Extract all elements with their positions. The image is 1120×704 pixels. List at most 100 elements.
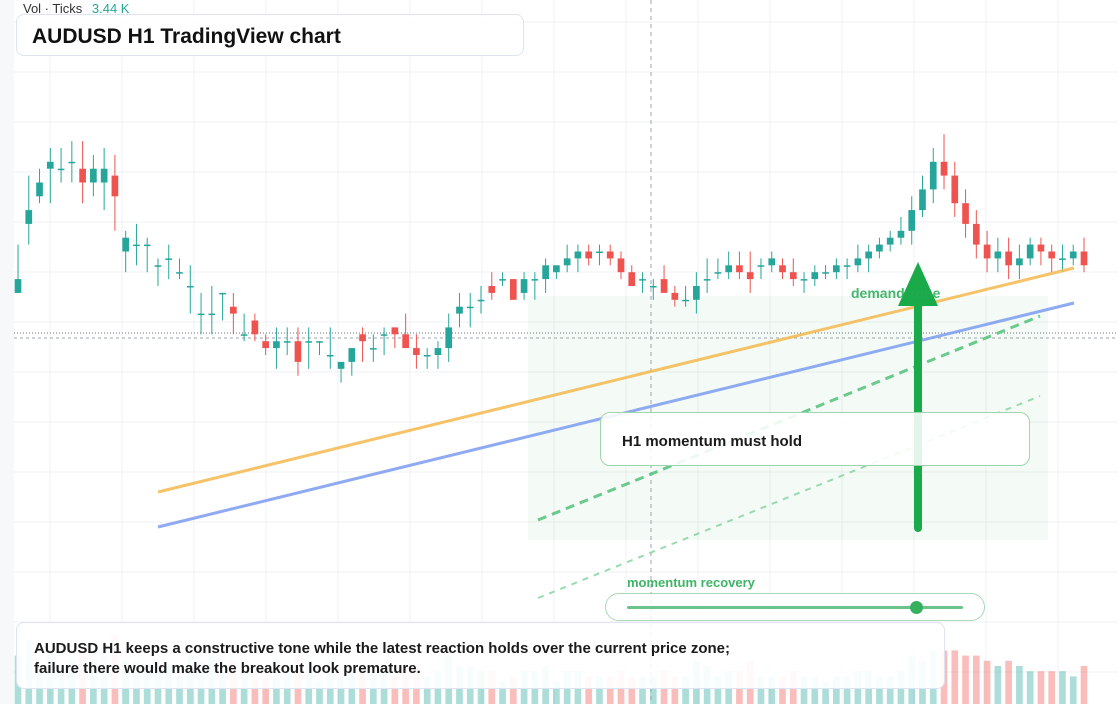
candle-body	[919, 189, 926, 211]
candle-body	[14, 279, 22, 293]
candle-body	[854, 258, 862, 266]
candle-body	[380, 334, 388, 336]
candle-body	[423, 355, 431, 357]
volume-bar	[779, 676, 786, 704]
momentum-slider[interactable]	[605, 593, 985, 621]
candle-body	[822, 272, 829, 274]
candle-body	[488, 286, 496, 293]
candle-body	[994, 251, 1002, 259]
volume-bar	[176, 676, 183, 704]
volume-bar	[649, 676, 657, 704]
momentum-slider-thumb[interactable]	[909, 601, 923, 614]
candle-body	[391, 327, 399, 335]
volume-bar	[671, 676, 679, 704]
candle-body	[197, 313, 205, 316]
volume-label: Vol · Ticks	[23, 1, 83, 16]
candle-body	[660, 279, 668, 293]
demand-zone-label: demand zone	[851, 285, 941, 301]
candle-body	[865, 251, 872, 259]
volume-bar	[1037, 671, 1045, 704]
candle-body	[876, 244, 883, 252]
candle-body	[585, 251, 593, 259]
volume-bar	[822, 681, 829, 704]
candle-body	[251, 320, 259, 335]
candle-body	[230, 306, 237, 314]
candle-body	[693, 286, 700, 300]
callout-text: H1 momentum must hold	[622, 433, 803, 450]
candle-body	[25, 210, 33, 224]
volume-bar	[682, 676, 689, 704]
candle-body	[1016, 258, 1023, 266]
candle-body	[628, 272, 636, 286]
candle-body	[326, 355, 334, 357]
candle-body	[219, 292, 226, 295]
candle-body	[940, 161, 948, 176]
volume-bar	[1026, 671, 1034, 704]
candle-body	[843, 265, 851, 267]
candle-body	[46, 161, 54, 169]
candle-body	[757, 265, 765, 267]
candle-body	[617, 258, 625, 273]
volume-bar	[951, 650, 959, 704]
candle-body	[596, 251, 603, 253]
candle-body	[972, 223, 980, 245]
candle-body	[951, 175, 959, 204]
candle-body	[768, 258, 776, 266]
candle-body	[359, 334, 366, 342]
candle-body	[133, 244, 140, 247]
candle-body	[90, 168, 97, 183]
candle-body	[273, 341, 280, 349]
candle-body	[606, 251, 614, 259]
volume-bar	[886, 676, 894, 704]
candle-body	[294, 341, 302, 362]
candle-body	[499, 279, 506, 281]
candle-body	[1080, 251, 1088, 266]
volume-bar	[876, 676, 883, 704]
volume-bar	[423, 676, 431, 704]
candle-body	[714, 272, 722, 274]
analysis-note-panel: AUDUSD H1 keeps a constructive tone whil…	[16, 622, 945, 689]
volume-bar	[1059, 671, 1066, 704]
candle-body	[962, 203, 969, 224]
candle-body	[111, 175, 119, 197]
candle-body	[208, 313, 216, 316]
volume-value: 3.44 K	[91, 1, 130, 16]
candle-body	[531, 279, 539, 281]
candle-body	[725, 265, 733, 273]
candle-body	[574, 251, 582, 259]
candle-body	[779, 265, 786, 273]
candle-body	[1059, 258, 1066, 260]
candle-body	[1026, 244, 1034, 259]
volume-bar	[1080, 666, 1088, 704]
candle-body	[348, 348, 356, 362]
volume-bar	[800, 676, 808, 704]
candle-body	[176, 272, 183, 274]
volume-bar	[1016, 666, 1023, 704]
volume-bar	[972, 655, 980, 704]
candle-body	[122, 237, 130, 252]
candle-body	[746, 272, 754, 280]
candle-body	[736, 265, 743, 273]
candle-body	[639, 279, 646, 281]
volume-bar	[499, 681, 506, 704]
candle-body	[1005, 251, 1012, 266]
volume-bar	[983, 660, 991, 704]
candle-body	[703, 279, 711, 281]
candle-body	[811, 272, 819, 280]
candle-body	[434, 348, 442, 355]
momentum-slider-track[interactable]	[627, 606, 963, 609]
candle-body	[262, 341, 269, 349]
candle-body	[563, 258, 571, 266]
candle-body	[1037, 244, 1045, 252]
candle-body	[165, 258, 173, 260]
candle-body	[929, 161, 937, 190]
candle-body	[186, 286, 194, 288]
candle-body	[477, 299, 485, 302]
candle-body	[369, 348, 377, 350]
candle-body	[897, 230, 905, 238]
candle-body	[1048, 251, 1056, 259]
volume-bar	[714, 676, 722, 704]
momentum-callout: H1 momentum must hold	[600, 412, 1030, 466]
candle-body	[671, 292, 679, 300]
volume-bar	[768, 676, 776, 704]
